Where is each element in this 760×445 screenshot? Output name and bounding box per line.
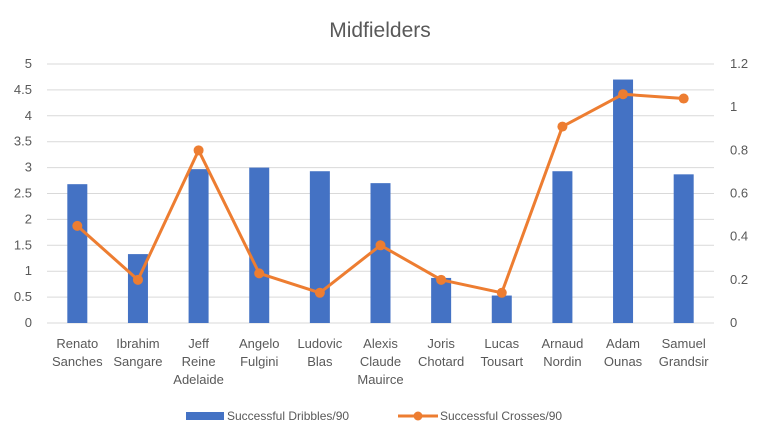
left-tick-label: 2.5 xyxy=(14,186,32,201)
point-crosses xyxy=(436,274,447,285)
right-tick-label: 0 xyxy=(730,315,737,330)
category-label-line: Adelaide xyxy=(173,372,224,387)
category-label: Samuel Grandsir xyxy=(659,336,710,369)
category-label: Arnaud Nordin xyxy=(541,336,583,369)
bar-dribbles xyxy=(491,295,512,323)
category-label-line: Jeff xyxy=(188,336,209,351)
left-tick-label: 3.5 xyxy=(14,134,32,149)
left-tick-label: 4 xyxy=(25,108,32,123)
category-label-line: Nordin xyxy=(543,354,581,369)
left-tick-label: 0 xyxy=(25,315,32,330)
left-tick-label: 4.5 xyxy=(14,82,32,97)
bar-dribbles xyxy=(67,184,88,323)
category-label: Lucas Tousart xyxy=(480,336,523,369)
category-label-line: Ludovic xyxy=(297,336,342,351)
category-label: Ibrahim Sangare xyxy=(113,336,162,369)
right-tick-label: 0.2 xyxy=(730,272,748,287)
left-tick-label: 1 xyxy=(25,263,32,278)
legend-swatch-dribbles xyxy=(186,412,224,420)
point-crosses xyxy=(72,220,83,231)
category-label-line: Angelo xyxy=(239,336,279,351)
category-label-line: Alexis xyxy=(363,336,398,351)
left-tick-label: 3 xyxy=(25,160,32,175)
point-crosses xyxy=(132,274,143,285)
category-label-line: Blas xyxy=(307,354,333,369)
point-crosses xyxy=(618,89,629,100)
left-tick-label: 0.5 xyxy=(14,289,32,304)
category-label-line: Chotard xyxy=(418,354,464,369)
category-label-line: Samuel xyxy=(662,336,706,351)
category-label-line: Arnaud xyxy=(541,336,583,351)
legend-label-dribbles: Successful Dribbles/90 xyxy=(227,409,349,423)
crosses-line xyxy=(72,89,689,298)
category-label: Alexis Claude Mauirce xyxy=(357,336,403,387)
legend: Successful Dribbles/90 Successful Crosse… xyxy=(186,409,562,423)
bar-dribbles xyxy=(188,169,209,323)
category-label-line: Sangare xyxy=(113,354,162,369)
point-crosses xyxy=(193,145,204,156)
point-crosses xyxy=(496,287,507,298)
category-label-line: Renato xyxy=(56,336,98,351)
legend-swatch-crosses-marker xyxy=(413,411,423,421)
category-label-line: Claude xyxy=(360,354,401,369)
left-tick-label: 1.5 xyxy=(14,237,32,252)
right-tick-label: 0.6 xyxy=(730,186,748,201)
bar-dribbles xyxy=(249,167,270,323)
bar-dribbles xyxy=(552,171,573,323)
category-label: Angelo Fulgini xyxy=(239,336,279,369)
category-label-line: Adam xyxy=(606,336,640,351)
point-crosses xyxy=(557,121,568,132)
category-label-line: Mauirce xyxy=(357,372,403,387)
category-label: Jeff Reine Adelaide xyxy=(173,336,224,387)
left-axis: 0 0.5 1 1.5 2 2.5 3 3.5 4 4.5 5 xyxy=(14,56,32,330)
left-tick-label: 2 xyxy=(25,211,32,226)
point-crosses xyxy=(254,268,265,279)
category-label: Ludovic Blas xyxy=(297,336,342,369)
point-crosses xyxy=(375,240,386,251)
category-label-line: Grandsir xyxy=(659,354,710,369)
legend-label-crosses: Successful Crosses/90 xyxy=(440,409,562,423)
category-label-line: Joris xyxy=(427,336,455,351)
bar-dribbles xyxy=(309,171,330,323)
point-crosses xyxy=(314,287,325,298)
right-tick-label: 1.2 xyxy=(730,56,748,71)
category-label: Renato Sanches xyxy=(52,336,103,369)
category-label-line: Ibrahim xyxy=(116,336,159,351)
category-label-line: Fulgini xyxy=(240,354,278,369)
category-label: Adam Ounas xyxy=(604,336,643,369)
bar-dribbles xyxy=(431,277,452,323)
category-label: Joris Chotard xyxy=(418,336,464,369)
chart-title: Midfielders xyxy=(329,19,431,42)
category-label-line: Ounas xyxy=(604,354,643,369)
category-labels: Renato Sanches Ibrahim Sangare Jeff Reine Adel… xyxy=(52,336,709,387)
category-label-line: Tousart xyxy=(480,354,523,369)
right-tick-label: 0.8 xyxy=(730,142,748,157)
right-tick-label: 0.4 xyxy=(730,229,748,244)
bar-dribbles xyxy=(370,183,391,323)
left-tick-label: 5 xyxy=(25,56,32,71)
category-label-line: Lucas xyxy=(484,336,519,351)
bar-dribbles xyxy=(673,174,694,323)
right-tick-label: 1 xyxy=(730,99,737,114)
bar-dribbles xyxy=(613,79,634,323)
right-axis: 0 0.2 0.4 0.6 0.8 1 1.2 xyxy=(730,56,748,330)
category-label-line: Sanches xyxy=(52,354,103,369)
category-label-line: Reine xyxy=(182,354,216,369)
point-crosses xyxy=(678,93,689,104)
